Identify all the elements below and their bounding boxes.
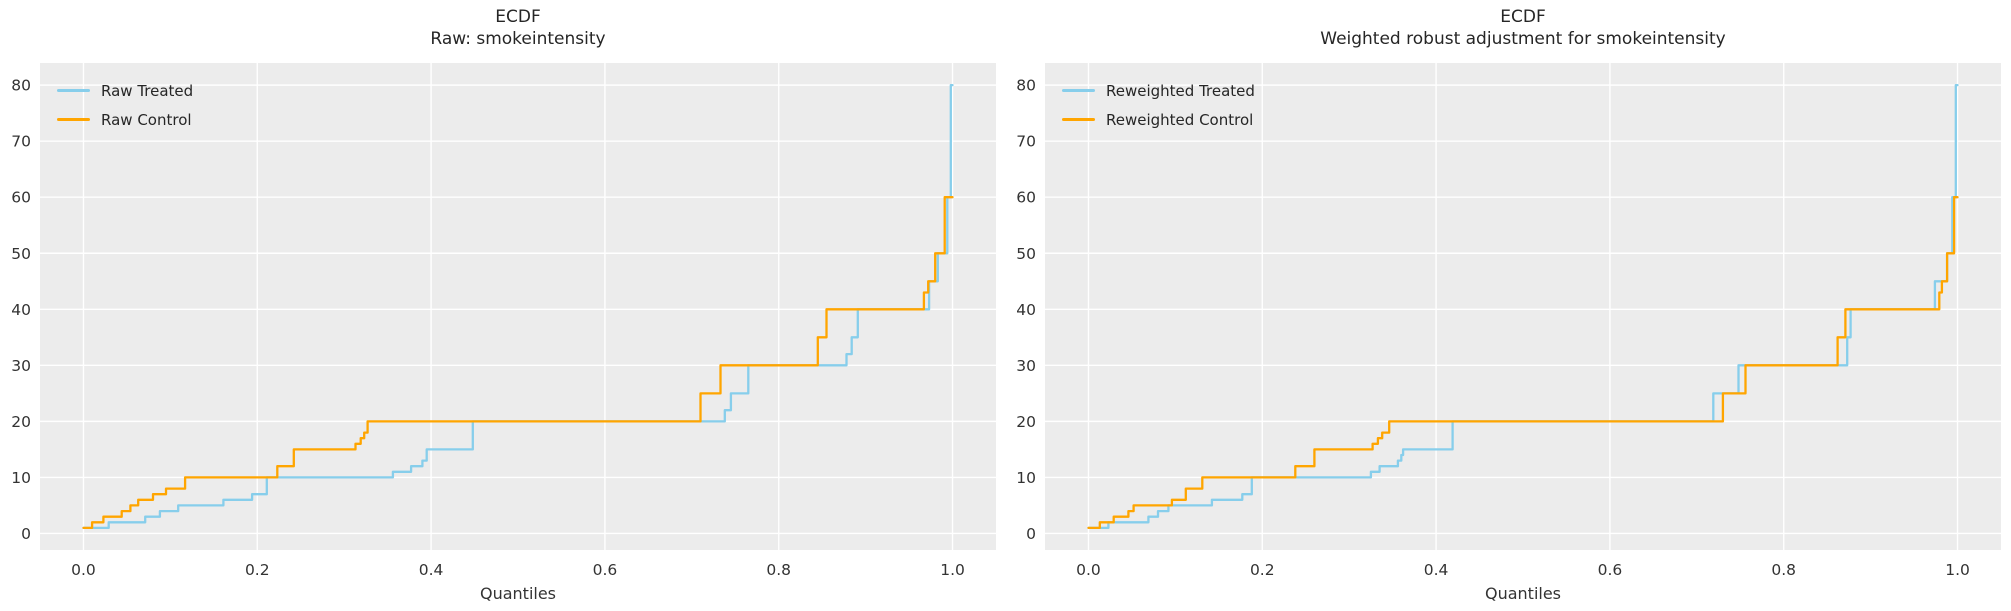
plot-title-raw: ECDF Raw: smokeintensity [40, 6, 996, 50]
y-tick-label: 70 [1016, 133, 1036, 151]
x-tick-label: 1.0 [1945, 561, 1970, 579]
y-tick-label: 60 [1016, 189, 1036, 207]
y-tick-label: 10 [1016, 469, 1036, 487]
series-line-raw-treated [82, 83, 954, 530]
legend-item: Raw Control [57, 105, 193, 134]
plot-title-line1: ECDF [495, 7, 541, 27]
y-tick-label: 0 [1026, 525, 1036, 543]
x-tick-label: 0.2 [1250, 561, 1275, 579]
series-line-reweighted-control [1087, 196, 1959, 530]
y-tick-label: 20 [11, 413, 31, 431]
y-tick-label: 40 [1016, 301, 1036, 319]
x-axis-label: Quantiles [1484, 584, 1562, 603]
y-tick-label: 0 [21, 525, 31, 543]
plot-title-line2: Raw: smokeintensity [430, 29, 606, 49]
plot-canvas-raw: 0.0 0.2 0.4 0.6 0.8 1.0 0 10 20 30 40 50 60 70 80 [11, 63, 996, 579]
plot-title-line1: ECDF [1500, 7, 1546, 27]
x-tick-label: 0.0 [71, 561, 96, 579]
y-tick-label: 50 [1016, 245, 1036, 263]
x-tick-label: 0.4 [1424, 561, 1449, 579]
y-tick-label: 50 [11, 245, 31, 263]
x-tick-label: 0.8 [766, 561, 791, 579]
subplot-raw: 0.0 0.2 0.4 0.6 0.8 1.0 0 10 20 30 40 50 60 70 80 ECDF… [0, 0, 1005, 611]
legend-line-sample-treated [57, 89, 90, 92]
legend-label: Raw Treated [101, 81, 194, 100]
legend-item: Reweighted Control [1062, 105, 1255, 134]
legend-label: Reweighted Control [1106, 110, 1254, 129]
y-tick-label: 10 [11, 469, 31, 487]
x-tick-label: 0.0 [1076, 561, 1101, 579]
x-tick-label: 0.4 [419, 561, 444, 579]
y-tick-label: 20 [1016, 413, 1036, 431]
x-tick-label: 1.0 [940, 561, 965, 579]
y-tick-label: 80 [1016, 77, 1036, 95]
y-tick-label: 70 [11, 133, 31, 151]
legend-label: Reweighted Treated [1106, 81, 1255, 100]
series-line-raw-control [82, 196, 954, 530]
axes-background [1045, 63, 2001, 550]
axes-background [40, 63, 996, 550]
y-tick-label: 60 [11, 189, 31, 207]
x-tick-label: 0.2 [245, 561, 270, 579]
x-tick-label: 0.6 [593, 561, 618, 579]
series-line-reweighted-treated [1087, 83, 1959, 530]
x-tick-label: 0.6 [1598, 561, 1623, 579]
x-tick-label: 0.8 [1771, 561, 1796, 579]
y-tick-label: 30 [1016, 357, 1036, 375]
legend-label: Raw Control [101, 110, 192, 129]
legend-item: Raw Treated [57, 76, 193, 105]
legend-item: Reweighted Treated [1062, 76, 1255, 105]
plot-title-weighted: ECDF Weighted robust adjustment for smok… [1045, 6, 2001, 50]
y-tick-label: 30 [11, 357, 31, 375]
x-axis-label: Quantiles [479, 584, 557, 603]
subplot-weighted: 0.0 0.2 0.4 0.6 0.8 1.0 0 10 20 30 40 50 60 70 80 ECDF… [1005, 0, 2010, 611]
plot-canvas-weighted: 0.0 0.2 0.4 0.6 0.8 1.0 0 10 20 30 40 50 60 70 80 [1016, 63, 2001, 579]
legend-line-sample-treated [1062, 89, 1095, 92]
plot-title-line2: Weighted robust adjustment for smokeinte… [1320, 29, 1726, 49]
y-tick-label: 40 [11, 301, 31, 319]
y-tick-label: 80 [11, 77, 31, 95]
legend-weighted: Reweighted Treated Reweighted Control [1062, 76, 1255, 134]
legend-line-sample-control [1062, 118, 1095, 121]
legend-line-sample-control [57, 118, 90, 121]
legend-raw: Raw Treated Raw Control [57, 76, 193, 134]
